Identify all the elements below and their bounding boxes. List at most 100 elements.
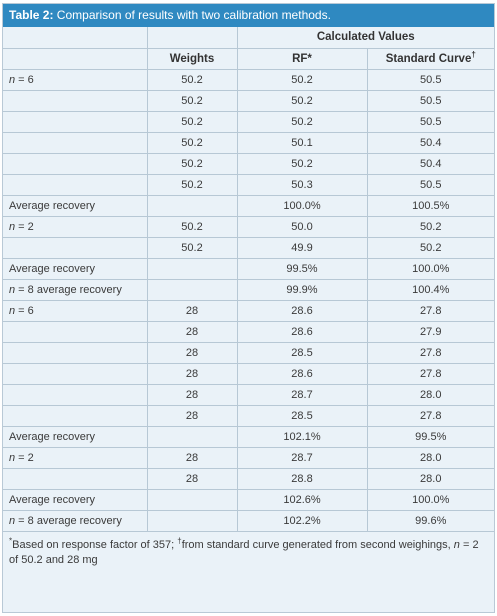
header-empty-cell bbox=[3, 27, 148, 49]
cell-standard-curve: 50.5 bbox=[366, 89, 494, 112]
cell-weights: 50.2 bbox=[146, 131, 238, 154]
row-label-text: = 2 bbox=[15, 220, 34, 233]
dagger-mark: † bbox=[471, 49, 476, 59]
row-label bbox=[3, 341, 148, 364]
cell-rf: 28.6 bbox=[236, 299, 368, 322]
cell-weights: 50.2 bbox=[146, 236, 238, 259]
row-label-text: = 8 average recovery bbox=[15, 283, 122, 296]
row-label: n = 6 bbox=[3, 299, 148, 322]
cell-weights bbox=[146, 425, 238, 448]
header-standard-curve: Standard Curve† bbox=[366, 47, 494, 70]
cell-rf: 28.7 bbox=[236, 446, 368, 469]
cell-standard-curve: 99.6% bbox=[366, 509, 494, 532]
table-row: 28 28.5 27.8 bbox=[3, 341, 494, 364]
cell-rf: 50.3 bbox=[236, 173, 368, 196]
cell-weights: 50.2 bbox=[146, 173, 238, 196]
table-container: Table 2: Comparison of results with two … bbox=[2, 3, 495, 613]
row-label: Average recovery bbox=[3, 425, 148, 448]
table-row: n = 8 average recovery 99.9% 100.4% bbox=[3, 278, 494, 301]
cell-rf: 50.0 bbox=[236, 215, 368, 238]
cell-standard-curve: 27.8 bbox=[366, 362, 494, 385]
footnote-dagger: † bbox=[177, 535, 182, 545]
cell-standard-curve: 100.4% bbox=[366, 278, 494, 301]
cell-standard-curve: 100.0% bbox=[366, 488, 494, 511]
cell-standard-curve: 99.5% bbox=[366, 425, 494, 448]
header-empty-cell bbox=[3, 47, 148, 70]
header-row-group: Calculated Values bbox=[3, 27, 494, 49]
cell-standard-curve: 27.8 bbox=[366, 341, 494, 364]
cell-standard-curve: 100.0% bbox=[366, 257, 494, 280]
cell-standard-curve: 28.0 bbox=[366, 446, 494, 469]
results-table: Calculated Values Weights RF* Standard C… bbox=[3, 27, 494, 532]
cell-weights: 28 bbox=[146, 404, 238, 427]
table-title-text: Comparison of results with two calibrati… bbox=[53, 8, 331, 22]
table-title: Table 2: Comparison of results with two … bbox=[3, 4, 494, 27]
row-label: n = 8 average recovery bbox=[3, 278, 148, 301]
cell-weights: 50.2 bbox=[146, 215, 238, 238]
cell-weights bbox=[146, 509, 238, 532]
cell-weights: 50.2 bbox=[146, 110, 238, 133]
row-label: n = 8 average recovery bbox=[3, 509, 148, 532]
row-label: Average recovery bbox=[3, 257, 148, 280]
cell-weights: 50.2 bbox=[146, 68, 238, 91]
cell-weights: 28 bbox=[146, 467, 238, 490]
cell-weights: 50.2 bbox=[146, 152, 238, 175]
table-row: 50.2 49.9 50.2 bbox=[3, 236, 494, 259]
row-label: Average recovery bbox=[3, 488, 148, 511]
cell-standard-curve: 50.5 bbox=[366, 68, 494, 91]
row-label: Average recovery bbox=[3, 194, 148, 217]
row-label-n: n bbox=[9, 514, 16, 527]
cell-standard-curve: 28.0 bbox=[366, 383, 494, 406]
cell-weights bbox=[146, 257, 238, 280]
row-label-n: n bbox=[9, 220, 16, 233]
table-row: 28 28.6 27.8 bbox=[3, 362, 494, 385]
cell-weights bbox=[146, 194, 238, 217]
cell-standard-curve: 28.0 bbox=[366, 467, 494, 490]
cell-rf: 50.2 bbox=[236, 110, 368, 133]
cell-rf: 102.2% bbox=[236, 509, 368, 532]
row-label: n = 2 bbox=[3, 446, 148, 469]
cell-rf: 99.9% bbox=[236, 278, 368, 301]
cell-weights: 28 bbox=[146, 299, 238, 322]
table-row: 50.2 50.3 50.5 bbox=[3, 173, 494, 196]
cell-rf: 28.5 bbox=[236, 404, 368, 427]
row-label: n = 6 bbox=[3, 68, 148, 91]
row-label-n: n bbox=[9, 283, 16, 296]
cell-standard-curve: 50.5 bbox=[366, 110, 494, 133]
table-row: Average recovery 100.0% 100.5% bbox=[3, 194, 494, 217]
row-label-text: Average recovery bbox=[9, 262, 96, 275]
row-label-text: Average recovery bbox=[9, 199, 96, 212]
cell-rf: 50.2 bbox=[236, 152, 368, 175]
row-label bbox=[3, 173, 148, 196]
table-row: 50.2 50.2 50.5 bbox=[3, 110, 494, 133]
table-row: n = 6 50.2 50.2 50.5 bbox=[3, 68, 494, 91]
cell-standard-curve: 50.4 bbox=[366, 152, 494, 175]
footnote-star: * bbox=[9, 535, 13, 545]
cell-rf: 50.1 bbox=[236, 131, 368, 154]
table-footnote: *Based on response factor of 357; †from … bbox=[3, 532, 494, 568]
header-standard-curve-text: Standard Curve bbox=[385, 52, 472, 65]
table-row: Average recovery 102.1% 99.5% bbox=[3, 425, 494, 448]
cell-standard-curve: 50.4 bbox=[366, 131, 494, 154]
cell-standard-curve: 100.5% bbox=[366, 194, 494, 217]
cell-rf: 50.2 bbox=[236, 68, 368, 91]
cell-weights: 28 bbox=[146, 446, 238, 469]
table-row: 50.2 50.2 50.5 bbox=[3, 89, 494, 112]
cell-rf: 28.5 bbox=[236, 341, 368, 364]
row-label-n: n bbox=[9, 73, 16, 86]
row-label bbox=[3, 110, 148, 133]
table-row: Average recovery 102.6% 100.0% bbox=[3, 488, 494, 511]
cell-rf: 102.6% bbox=[236, 488, 368, 511]
cell-rf: 28.7 bbox=[236, 383, 368, 406]
cell-rf: 99.5% bbox=[236, 257, 368, 280]
cell-standard-curve: 50.2 bbox=[366, 215, 494, 238]
table-title-label: Table 2: bbox=[9, 8, 54, 22]
table-row: n = 8 average recovery 102.2% 99.6% bbox=[3, 509, 494, 532]
table-row: n = 2 28 28.7 28.0 bbox=[3, 446, 494, 469]
table-row: 28 28.8 28.0 bbox=[3, 467, 494, 490]
row-label-text: Average recovery bbox=[9, 430, 96, 443]
footnote-part3: = 2 of 50.2 and 28 mg bbox=[9, 538, 479, 566]
cell-rf: 102.1% bbox=[236, 425, 368, 448]
row-label-text: = 6 bbox=[15, 73, 34, 86]
row-label bbox=[3, 404, 148, 427]
